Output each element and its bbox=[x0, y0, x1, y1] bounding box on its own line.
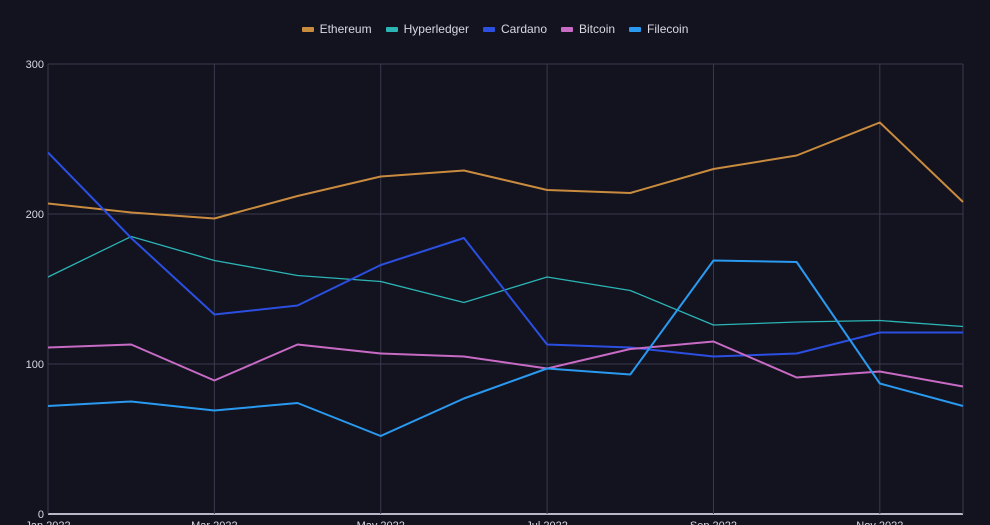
legend-label: Bitcoin bbox=[579, 22, 616, 36]
x-tick-label: Jan 2022 bbox=[25, 520, 70, 525]
y-tick-label: 0 bbox=[38, 509, 44, 521]
legend-label: Filecoin bbox=[647, 22, 689, 36]
legend-item-hyperledger[interactable]: Hyperledger bbox=[385, 22, 469, 36]
x-tick-label: Nov 2022 bbox=[856, 520, 903, 525]
legend-label: Hyperledger bbox=[403, 22, 469, 36]
legend-swatch bbox=[385, 26, 398, 32]
legend-swatch bbox=[301, 26, 314, 32]
legend-item-bitcoin[interactable]: Bitcoin bbox=[561, 22, 615, 36]
series-line-hyperledger bbox=[47, 235, 964, 328]
series-line-bitcoin bbox=[47, 340, 964, 388]
x-tick-label: Mar 2022 bbox=[191, 520, 237, 525]
y-tick-label: 100 bbox=[26, 359, 44, 371]
legend-swatch bbox=[629, 26, 642, 32]
legend-swatch bbox=[561, 26, 574, 32]
legend-item-cardano[interactable]: Cardano bbox=[482, 22, 548, 36]
legend-swatch bbox=[482, 26, 495, 32]
legend-label: Ethereum bbox=[319, 22, 372, 36]
y-tick-label: 300 bbox=[26, 59, 44, 71]
x-tick-label: Jul 2022 bbox=[526, 520, 568, 525]
x-tick-label: Sep 2022 bbox=[690, 520, 737, 525]
y-tick-label: 200 bbox=[26, 209, 44, 221]
series-line-ethereum bbox=[47, 121, 964, 220]
legend-item-filecoin[interactable]: Filecoin bbox=[629, 22, 688, 36]
legend-item-ethereum[interactable]: Ethereum bbox=[301, 22, 372, 36]
legend-label: Cardano bbox=[500, 22, 548, 36]
x-tick-label: May 2022 bbox=[357, 520, 405, 525]
legend: Ethereum Hyperledger Cardano Bitcoin Filecoi… bbox=[0, 22, 990, 36]
series-line-filecoin bbox=[47, 259, 964, 437]
series-line-cardano bbox=[47, 151, 963, 358]
